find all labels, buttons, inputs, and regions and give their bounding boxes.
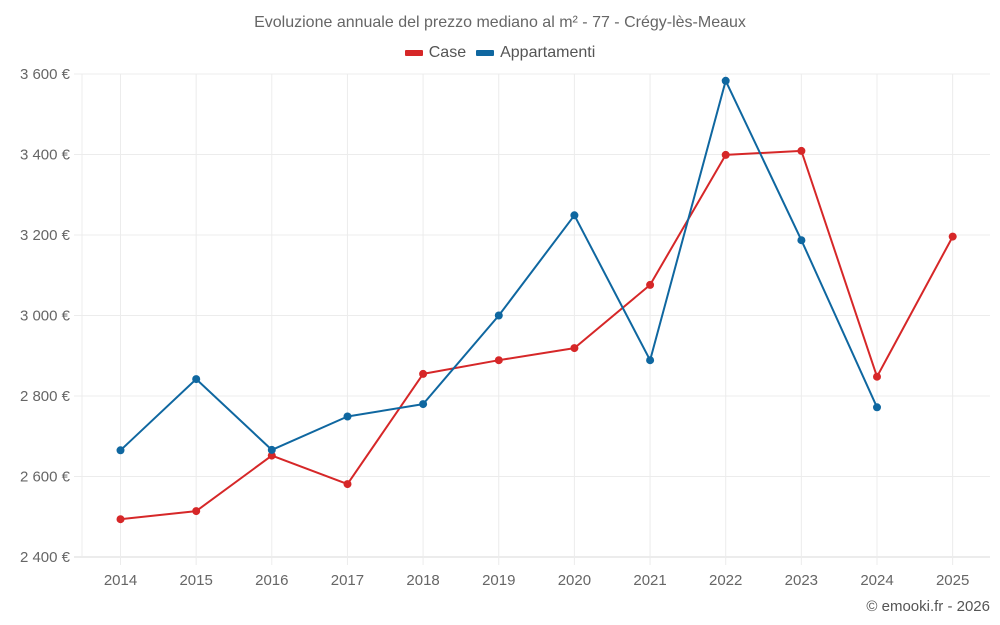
data-point-case bbox=[267, 451, 276, 460]
x-tick-label: 2019 bbox=[482, 572, 515, 589]
data-point-case bbox=[570, 344, 579, 353]
x-tick-label: 2021 bbox=[633, 572, 666, 589]
data-point-case bbox=[646, 280, 655, 289]
data-point-appartamenti bbox=[267, 445, 276, 454]
legend-label-case: Case bbox=[428, 44, 467, 61]
y-tick-label: 3 200 € bbox=[20, 227, 71, 244]
data-point-appartamenti bbox=[797, 236, 806, 245]
data-point-appartamenti bbox=[570, 211, 579, 220]
legend-swatch-appartamenti bbox=[476, 50, 495, 56]
x-tick-label: 2018 bbox=[406, 572, 439, 589]
x-tick-label: 2020 bbox=[558, 572, 591, 589]
credit-footer: © emooki.fr - 2026 bbox=[866, 598, 990, 615]
y-tick-label: 3 400 € bbox=[20, 147, 71, 164]
x-tick-label: 2024 bbox=[860, 572, 893, 589]
series-layer bbox=[116, 76, 957, 524]
data-point-case bbox=[192, 507, 201, 516]
y-tick-label: 2 800 € bbox=[20, 388, 71, 405]
data-point-case bbox=[948, 232, 957, 241]
data-point-case bbox=[419, 369, 428, 378]
data-point-case bbox=[721, 150, 730, 159]
legend-swatch-case bbox=[404, 50, 423, 56]
legend-label-appartamenti: Appartamenti bbox=[500, 44, 596, 61]
y-tick-label: 2 400 € bbox=[20, 549, 71, 566]
y-tick-label: 3 000 € bbox=[20, 308, 71, 325]
legend-item-appartamenti[interactable]: Appartamenti bbox=[476, 44, 595, 62]
axes: 2 400 € 2 600 € 2 800 € 3 000 € 3 200 € 3 400… bbox=[20, 66, 969, 589]
data-point-appartamenti bbox=[646, 356, 655, 365]
series-line-case bbox=[119, 149, 954, 521]
grid bbox=[74, 73, 990, 565]
x-tick-label: 2017 bbox=[331, 572, 364, 589]
x-tick-label: 2025 bbox=[936, 572, 969, 589]
data-point-appartamenti bbox=[192, 375, 201, 384]
x-tick-label: 2016 bbox=[255, 572, 288, 589]
legend-item-case[interactable]: Case bbox=[404, 44, 467, 62]
data-point-appartamenti bbox=[721, 76, 730, 85]
x-tick-label: 2023 bbox=[785, 572, 818, 589]
x-tick-label: 2022 bbox=[709, 572, 742, 589]
x-tick-label: 2015 bbox=[179, 572, 212, 589]
data-point-appartamenti bbox=[494, 311, 503, 320]
data-point-case bbox=[116, 515, 125, 524]
series-case bbox=[116, 146, 957, 524]
chart-legend: Case Appartamenti bbox=[0, 44, 1000, 62]
chart-title: Evoluzione annuale del prezzo mediano al… bbox=[254, 14, 746, 31]
data-point-appartamenti bbox=[419, 400, 428, 409]
data-point-case bbox=[343, 480, 352, 489]
data-point-appartamenti bbox=[873, 403, 881, 412]
data-point-case bbox=[494, 356, 503, 365]
data-point-appartamenti bbox=[116, 446, 125, 455]
data-point-case bbox=[797, 146, 806, 155]
data-point-appartamenti bbox=[343, 412, 352, 421]
series-appartamenti bbox=[116, 76, 881, 455]
data-point-case bbox=[873, 372, 881, 381]
x-tick-label: 2014 bbox=[104, 572, 137, 589]
y-tick-label: 3 600 € bbox=[20, 66, 71, 83]
y-tick-label: 2 600 € bbox=[20, 469, 71, 486]
